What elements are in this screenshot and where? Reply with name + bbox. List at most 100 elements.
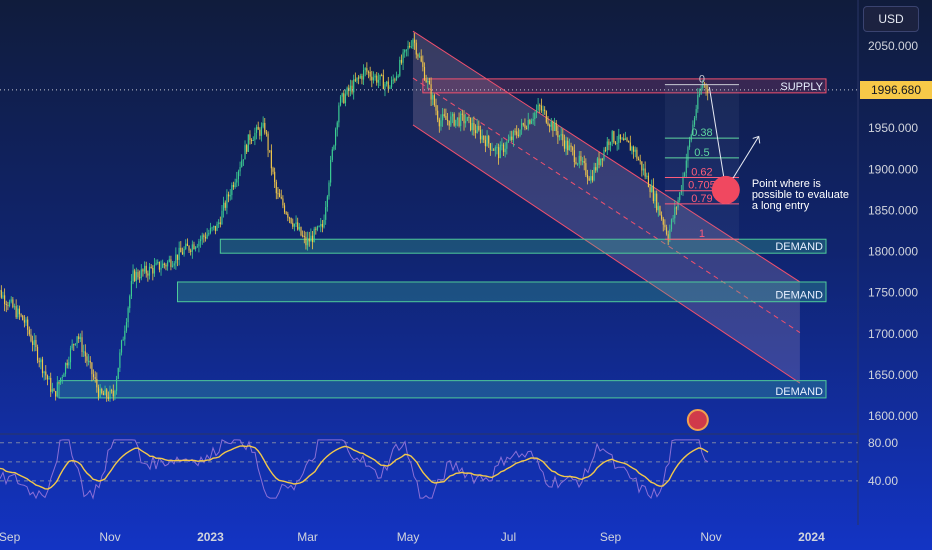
candle-body (328, 182, 330, 197)
candle-body (695, 109, 697, 118)
candle-body (687, 147, 689, 161)
candle-body (318, 226, 320, 228)
candle-body (313, 228, 315, 243)
candle-body (88, 360, 90, 362)
candle-body (35, 339, 37, 347)
channel-fill (412, 31, 800, 384)
candle-body (277, 193, 279, 195)
candle-body (573, 150, 575, 162)
candle-body (84, 351, 86, 357)
candle-body (63, 373, 65, 377)
candle-body (535, 110, 538, 113)
candle-body (260, 126, 263, 136)
candle-body (387, 81, 389, 89)
candle-body (288, 217, 291, 219)
candle-body (74, 343, 76, 345)
channel-upper-line (412, 30, 801, 283)
candle-body (521, 123, 523, 130)
candle-body (629, 142, 631, 151)
candle-body (506, 142, 508, 149)
candle-body (626, 138, 628, 141)
candle-body (209, 227, 212, 233)
candle-body (631, 146, 633, 151)
candle-body (432, 95, 434, 100)
x-tick-label: Sep (0, 530, 21, 544)
candle-body (116, 378, 118, 391)
candle-body (656, 193, 658, 211)
candle-body (369, 71, 371, 77)
candle-body (675, 207, 677, 209)
candle-body (287, 213, 289, 218)
candle-body (389, 87, 391, 89)
candle-body (453, 113, 455, 126)
candle-body (331, 149, 333, 160)
candle-body (135, 272, 137, 282)
candle-body (244, 145, 246, 160)
candle-body (526, 128, 528, 130)
candle-body (336, 122, 338, 130)
candle-body (203, 235, 205, 237)
candle-body (379, 74, 381, 80)
candle-body (661, 215, 663, 219)
candle-body (293, 224, 295, 227)
candle-body (565, 140, 567, 149)
candle-body (257, 126, 259, 130)
candle-body (53, 389, 55, 392)
candle-body (652, 185, 654, 202)
candle-body (114, 390, 116, 397)
candle-body (446, 119, 449, 121)
candle-body (76, 336, 78, 344)
candle-body (529, 120, 531, 124)
candle-body (552, 121, 554, 132)
candle-body (137, 272, 139, 278)
candle-body (603, 149, 605, 160)
candle-body (221, 210, 223, 225)
candle-body (690, 134, 692, 141)
candle-body (609, 141, 612, 145)
candle-body (466, 117, 468, 121)
y-tick-label: 1800.000 (868, 245, 918, 259)
candle-body (155, 262, 157, 265)
candle-body (343, 93, 345, 104)
candle-body (176, 254, 179, 260)
candle-body (359, 75, 361, 78)
y-tick-label: 1650.000 (868, 368, 918, 382)
candle-body (124, 330, 126, 340)
candle-body (290, 218, 292, 223)
candle-body (595, 167, 597, 171)
candle-body (386, 81, 388, 85)
candle-body (702, 83, 704, 88)
candle-body (420, 56, 422, 62)
candle-body (55, 391, 57, 397)
candle-body (231, 185, 233, 196)
candle-body (102, 393, 104, 396)
candle-body (58, 382, 60, 384)
candle-body (460, 113, 462, 126)
candle-body (659, 206, 661, 216)
candle-body (580, 155, 582, 162)
candle-body (251, 140, 253, 142)
candle-body (61, 376, 63, 378)
candle-body (315, 228, 317, 230)
candle-body (465, 120, 467, 124)
candle-body (483, 135, 485, 140)
candle-body (557, 131, 559, 138)
candle-body (354, 79, 356, 81)
candle-body (463, 114, 465, 124)
candle-body (71, 344, 73, 349)
fib-background (664, 84, 739, 240)
candle-body (7, 305, 9, 307)
candle-body (165, 264, 167, 267)
candle-body (570, 145, 572, 148)
candle-body (654, 193, 656, 202)
candle-body (130, 281, 132, 297)
currency-button[interactable]: USD (863, 6, 919, 32)
candle-body (201, 235, 203, 240)
candle-body (507, 139, 510, 143)
candle-body (509, 136, 511, 140)
candle-body (372, 77, 375, 81)
candle-body (239, 166, 241, 172)
